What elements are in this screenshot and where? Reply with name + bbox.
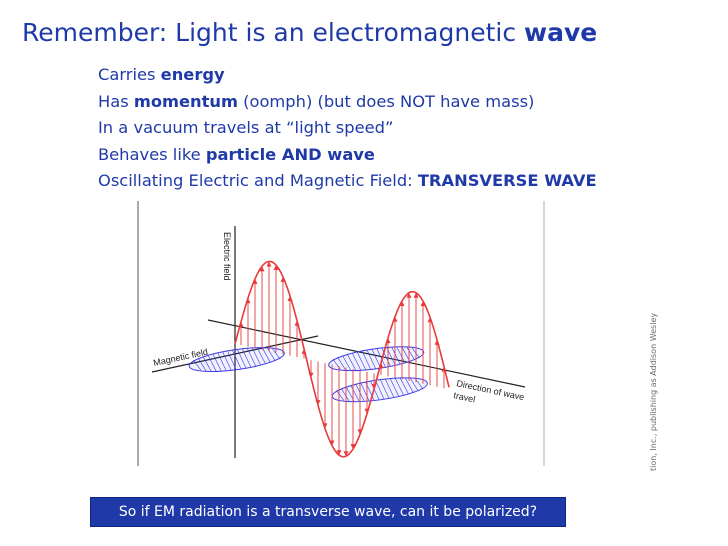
em-wave-diagram: Electric field Magnetic field Direction … xyxy=(120,196,580,470)
magnetic-hatch xyxy=(366,349,376,369)
magnetic-hatch xyxy=(415,378,424,390)
magnetic-hatch xyxy=(350,385,360,402)
magnetic-hatch xyxy=(385,378,395,398)
slide-title: Remember: Light is an electromagnetic wa… xyxy=(22,18,598,47)
magnetic-hatch xyxy=(381,347,391,367)
magnetic-hatch xyxy=(252,348,262,366)
magnetic-hatch xyxy=(227,350,237,370)
magnetic-wave xyxy=(188,346,428,403)
magnetic-hatch xyxy=(371,349,381,369)
magnetic-hatch xyxy=(361,350,371,370)
magnetic-hatch xyxy=(337,357,346,371)
magnetic-hatch xyxy=(360,382,370,401)
electric-arrow-head xyxy=(420,301,426,307)
electric-arrow-head xyxy=(427,317,433,323)
magnetic-hatch xyxy=(347,353,356,371)
magnetic-hatch xyxy=(217,352,227,371)
electric-arrow-head xyxy=(392,316,398,322)
direction-axis xyxy=(207,319,526,388)
electric-arrow-head xyxy=(441,366,447,372)
magnetic-hatch xyxy=(405,378,414,394)
electric-arrow-head xyxy=(434,339,440,345)
electric-arrow-head xyxy=(371,384,377,390)
bullet-transverse: Oscillating Electric and Magnetic Field:… xyxy=(98,171,597,190)
electric-arrow-head xyxy=(294,320,300,326)
magnetic-hatch xyxy=(262,347,271,363)
electric-arrow-head xyxy=(266,261,272,267)
magnetic-hatch xyxy=(396,347,406,364)
magnetic-lobe xyxy=(188,347,285,373)
label-direction-2: travel xyxy=(453,390,477,404)
magnetic-hatch xyxy=(395,378,405,396)
magnetic-hatch xyxy=(356,351,366,370)
magnetic-hatch xyxy=(410,378,419,392)
magnetic-lobe xyxy=(328,346,425,372)
electric-arrow-head xyxy=(280,276,286,282)
electric-arrow-head xyxy=(413,292,419,298)
magnetic-hatch xyxy=(340,388,350,402)
em-wave-svg: Electric field Magnetic field Direction … xyxy=(137,201,545,466)
magnetic-hatch xyxy=(247,348,257,367)
magnetic-hatch xyxy=(197,357,207,371)
electric-arrow-head xyxy=(343,451,349,457)
electric-arrow-head xyxy=(273,265,279,271)
magnetic-hatch xyxy=(237,349,247,369)
electric-arrow-head xyxy=(378,363,384,369)
bullet-light-speed: In a vacuum travels at “light speed” xyxy=(98,118,394,137)
magnetic-hatch xyxy=(342,355,351,371)
electric-arrow-head xyxy=(329,440,335,446)
magnetic-hatch xyxy=(242,348,252,368)
electric-arrow-head xyxy=(350,444,356,450)
electric-arrow-head xyxy=(399,301,405,307)
electric-arrow-head xyxy=(385,338,391,344)
electric-arrow-head xyxy=(357,429,363,435)
electric-arrow-head xyxy=(245,298,251,304)
electric-arrow-head xyxy=(315,400,321,406)
magnetic-hatch xyxy=(193,359,202,371)
axes xyxy=(151,226,526,458)
magnetic-hatch xyxy=(391,347,401,365)
label-electric-field: Electric field xyxy=(222,232,232,281)
bullet-energy: Carries energy xyxy=(98,65,225,84)
electric-arrow-head xyxy=(238,321,244,327)
electric-curve xyxy=(234,260,450,458)
magnetic-hatch xyxy=(400,378,409,395)
bullet-list: Carries energy Has momentum (oomph) (but… xyxy=(98,62,597,195)
magnetic-hatch xyxy=(380,379,390,399)
magnetic-hatch xyxy=(390,378,400,397)
magnetic-hatch xyxy=(406,347,416,361)
magnetic-hatch xyxy=(222,351,232,371)
electric-arrow-head xyxy=(287,295,293,301)
electric-arrow-head xyxy=(322,423,328,429)
electric-wave xyxy=(234,260,450,458)
magnetic-hatch xyxy=(351,352,361,371)
magnetic-hatch xyxy=(202,356,212,372)
magnetic-hatch xyxy=(207,354,217,372)
electric-arrow-head xyxy=(252,278,258,284)
magnetic-hatch xyxy=(376,348,386,368)
electric-arrow-head xyxy=(308,372,314,378)
electric-arrow-head xyxy=(364,408,370,414)
electric-arrow-head xyxy=(301,348,307,354)
question-banner: So if EM radiation is a transverse wave,… xyxy=(90,497,566,527)
bullet-momentum: Has momentum (oomph) (but does NOT have … xyxy=(98,91,535,111)
magnetic-hatch xyxy=(375,380,385,400)
magnetic-hatch xyxy=(336,390,345,401)
magnetic-hatch xyxy=(232,349,242,370)
electric-arrow-head xyxy=(259,266,265,272)
magnetic-hatch xyxy=(272,348,281,360)
magnetic-hatch xyxy=(257,347,266,365)
magnetic-lobe xyxy=(331,377,428,403)
electric-arrow-head xyxy=(406,292,412,298)
magnetic-hatch xyxy=(212,353,222,372)
image-credit: tion, Inc., publishing as Addison Wesley xyxy=(649,312,658,471)
bullet-particle-wave: Behaves like particle AND wave xyxy=(98,144,375,164)
electric-arrow-head xyxy=(336,450,342,456)
